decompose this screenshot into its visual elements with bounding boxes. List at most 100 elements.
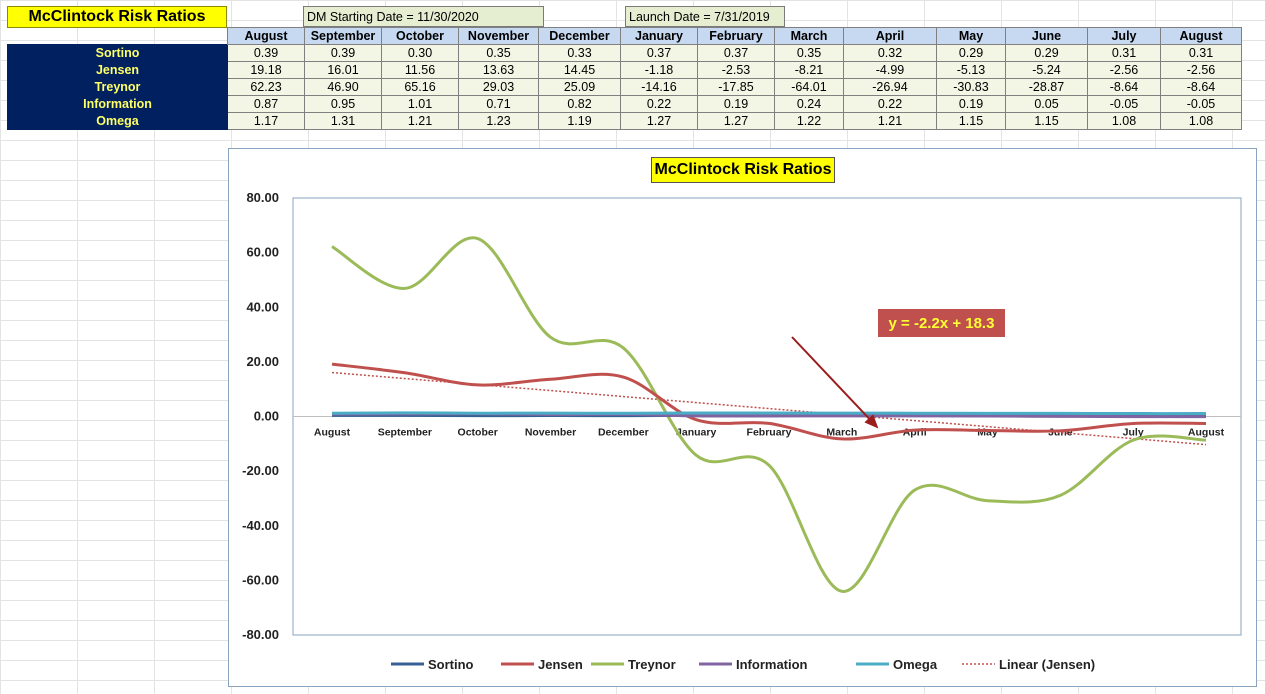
table-cell[interactable]: -0.05 [1087,95,1161,113]
table-cell[interactable]: 1.27 [697,112,775,130]
table-cell[interactable]: -8.64 [1160,78,1242,96]
table-cell[interactable]: 46.90 [304,78,382,96]
sheet-title[interactable]: McClintock Risk Ratios [7,6,227,28]
table-cell[interactable]: 1.15 [1005,112,1088,130]
table-cell[interactable]: 13.63 [458,61,539,79]
table-cell[interactable]: 25.09 [538,78,621,96]
row-label[interactable]: Treynor [7,78,228,96]
table-cell[interactable]: 1.31 [304,112,382,130]
column-header[interactable]: October [381,27,459,45]
table-cell[interactable]: -26.94 [843,78,937,96]
table-cell[interactable]: 1.17 [227,112,305,130]
table-cell[interactable]: -5.13 [936,61,1006,79]
table-cell[interactable]: 62.23 [227,78,305,96]
series-line-jensen[interactable] [331,362,1207,441]
table-cell[interactable]: 1.21 [843,112,937,130]
table-cell[interactable]: 1.22 [774,112,844,130]
table-cell[interactable]: 0.39 [227,44,305,62]
table-cell[interactable]: 0.22 [843,95,937,113]
table-cell[interactable]: 1.23 [458,112,539,130]
table-cell[interactable]: 0.35 [774,44,844,62]
table-cell[interactable]: 0.19 [697,95,775,113]
table-row: Omega 1.17 1.31 1.21 1.23 1.19 1.27 1.27 1.22 1.2… [7,112,1242,130]
table-cell[interactable]: 29.03 [458,78,539,96]
column-header[interactable]: November [458,27,539,45]
chart-area[interactable]: 80.00 60.00 40.00 20.00 0.00 -20.00 -40.00 -60.… [228,148,1257,687]
column-header[interactable]: August [1160,27,1242,45]
table-cell[interactable]: 0.32 [843,44,937,62]
dm-start-date[interactable]: DM Starting Date = 11/30/2020 [303,6,544,27]
column-header[interactable]: July [1087,27,1161,45]
table-cell[interactable]: 0.29 [936,44,1006,62]
table-cell[interactable]: 0.37 [697,44,775,62]
table-cell[interactable]: 0.31 [1087,44,1161,62]
table-cell[interactable]: 1.01 [381,95,459,113]
row-label[interactable]: Omega [7,112,228,130]
series-line-omega[interactable] [331,411,1207,416]
table-cell[interactable]: -30.83 [936,78,1006,96]
table-cell[interactable]: -4.99 [843,61,937,79]
row-label[interactable]: Information [7,95,228,113]
column-header[interactable]: February [697,27,775,45]
chart-title[interactable]: McClintock Risk Ratios [651,157,835,183]
table-cell[interactable]: 0.22 [620,95,698,113]
table-cell[interactable]: 0.05 [1005,95,1088,113]
legend-entry[interactable]: Sortino [428,657,474,672]
table-cell[interactable]: 0.30 [381,44,459,62]
table-cell[interactable]: -64.01 [774,78,844,96]
table-cell[interactable]: 1.08 [1087,112,1161,130]
legend-entry[interactable]: Information [736,657,808,672]
table-cell[interactable]: -8.64 [1087,78,1161,96]
table-cell[interactable]: -17.85 [697,78,775,96]
trendline-equation-label[interactable]: y = -2.2x + 18.3 [878,309,1005,337]
table-cell[interactable]: -2.56 [1160,61,1242,79]
column-header[interactable]: March [774,27,844,45]
series-line-treynor[interactable] [331,236,1207,593]
table-cell[interactable]: 0.82 [538,95,621,113]
table-cell[interactable]: 19.18 [227,61,305,79]
table-cell[interactable]: -2.53 [697,61,775,79]
column-header[interactable]: April [843,27,937,45]
table-cell[interactable]: 0.87 [227,95,305,113]
legend-entry[interactable]: Linear (Jensen) [999,657,1095,672]
launch-date[interactable]: Launch Date = 7/31/2019 [625,6,785,27]
table-cell[interactable]: 0.37 [620,44,698,62]
legend-entry[interactable]: Treynor [628,657,676,672]
table-cell[interactable]: 65.16 [381,78,459,96]
legend: Sortino Jensen Treynor Information Omega Line… [391,657,1095,672]
legend-entry[interactable]: Jensen [538,657,583,672]
table-cell[interactable]: -5.24 [1005,61,1088,79]
table-cell[interactable]: 16.01 [304,61,382,79]
column-header[interactable]: December [538,27,621,45]
column-header[interactable]: May [936,27,1006,45]
table-cell[interactable]: -2.56 [1087,61,1161,79]
table-cell[interactable]: 1.19 [538,112,621,130]
table-cell[interactable]: -0.05 [1160,95,1242,113]
table-cell[interactable]: 0.29 [1005,44,1088,62]
table-cell[interactable]: -14.16 [620,78,698,96]
table-cell[interactable]: -1.18 [620,61,698,79]
table-cell[interactable]: -28.87 [1005,78,1088,96]
table-cell[interactable]: 11.56 [381,61,459,79]
row-label[interactable]: Sortino [7,44,228,62]
column-header[interactable]: August [227,27,305,45]
legend-entry[interactable]: Omega [893,657,938,672]
column-header[interactable]: January [620,27,698,45]
table-cell[interactable]: 0.39 [304,44,382,62]
table-cell[interactable]: 0.19 [936,95,1006,113]
column-header[interactable]: June [1005,27,1088,45]
table-cell[interactable]: 0.31 [1160,44,1242,62]
table-cell[interactable]: 14.45 [538,61,621,79]
table-cell[interactable]: 0.33 [538,44,621,62]
row-label[interactable]: Jensen [7,61,228,79]
table-cell[interactable]: 1.08 [1160,112,1242,130]
table-cell[interactable]: 0.35 [458,44,539,62]
table-cell[interactable]: 0.24 [774,95,844,113]
table-cell[interactable]: 1.21 [381,112,459,130]
table-cell[interactable]: 0.71 [458,95,539,113]
table-cell[interactable]: 0.95 [304,95,382,113]
table-cell[interactable]: 1.27 [620,112,698,130]
table-cell[interactable]: -8.21 [774,61,844,79]
column-header[interactable]: September [304,27,382,45]
table-cell[interactable]: 1.15 [936,112,1006,130]
